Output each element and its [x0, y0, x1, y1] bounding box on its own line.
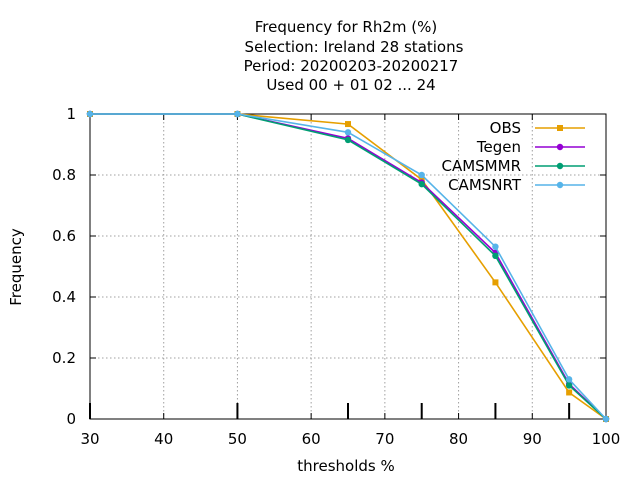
- y-tick-label: 0: [66, 410, 76, 428]
- title-line-3: Period: 20200203-20200217: [244, 57, 459, 75]
- x-tick-label: 70: [375, 430, 394, 448]
- y-tick-label: 0.8: [52, 166, 76, 184]
- series: [86, 110, 610, 423]
- x-tick-label: 100: [592, 430, 621, 448]
- series-line: [90, 113, 607, 420]
- legend-marker: [556, 181, 564, 189]
- y-tick-label: 0.2: [52, 349, 76, 367]
- series-camsmmr: [86, 110, 610, 423]
- x-tick-label: 30: [80, 430, 99, 448]
- series-line: [90, 113, 607, 420]
- legend-label: OBS: [490, 119, 521, 137]
- data-point: [492, 252, 499, 260]
- series-obs: [87, 111, 609, 422]
- y-axis-label: Frequency: [7, 228, 25, 306]
- x-tick-label: 40: [154, 430, 173, 448]
- data-point: [345, 121, 351, 128]
- y-tick-label: 0.4: [52, 288, 76, 306]
- series-line: [90, 113, 607, 420]
- data-point: [344, 136, 352, 144]
- x-axis-label: thresholds %: [297, 457, 394, 475]
- series-tegen: [86, 110, 610, 423]
- legend-label: CAMSMMR: [441, 157, 521, 175]
- data-point: [344, 129, 352, 136]
- title-line-2: Selection: Ireland 28 stations: [245, 38, 464, 56]
- title-line-1: Frequency for Rh2m (%): [255, 18, 437, 36]
- data-point: [86, 110, 94, 118]
- data-point: [565, 376, 573, 383]
- data-point: [418, 171, 425, 179]
- x-tick-label: 60: [302, 430, 321, 448]
- legend-marker: [556, 162, 564, 170]
- legend-label: Tegen: [476, 138, 521, 156]
- legend-marker: [557, 125, 563, 131]
- data-point: [492, 243, 499, 250]
- axis-ticks: 0 0.2 0.4 0.6 0.8 1 30 40 50 60 70 80 90 100: [52, 105, 620, 448]
- legend-marker: [556, 143, 564, 151]
- series-line: [90, 113, 607, 420]
- data-point: [566, 389, 573, 396]
- data-point: [565, 382, 573, 389]
- x-tick-label: 80: [449, 430, 468, 448]
- legend-item: CAMSNRT: [448, 176, 585, 194]
- x-tick-label: 90: [523, 430, 542, 448]
- series-camsnrt: [86, 110, 610, 423]
- title-line-4: Used 00 + 01 02 ... 24: [266, 76, 435, 94]
- legend-item: Tegen: [476, 138, 585, 156]
- data-point: [602, 415, 610, 423]
- data-point: [418, 180, 425, 188]
- grid: [90, 114, 606, 419]
- legend-item: CAMSMMR: [441, 157, 585, 175]
- x-tick-label: 50: [228, 430, 247, 448]
- data-point: [234, 110, 241, 118]
- chart-title: Frequency for Rh2m (%) Selection: Irelan…: [244, 18, 464, 94]
- y-tick-label: 1: [66, 105, 76, 123]
- legend-item: OBS: [490, 119, 585, 137]
- plot-frame: [89, 113, 607, 420]
- legend-label: CAMSNRT: [448, 176, 522, 194]
- y-tick-label: 0.6: [52, 227, 76, 245]
- data-point: [492, 279, 499, 286]
